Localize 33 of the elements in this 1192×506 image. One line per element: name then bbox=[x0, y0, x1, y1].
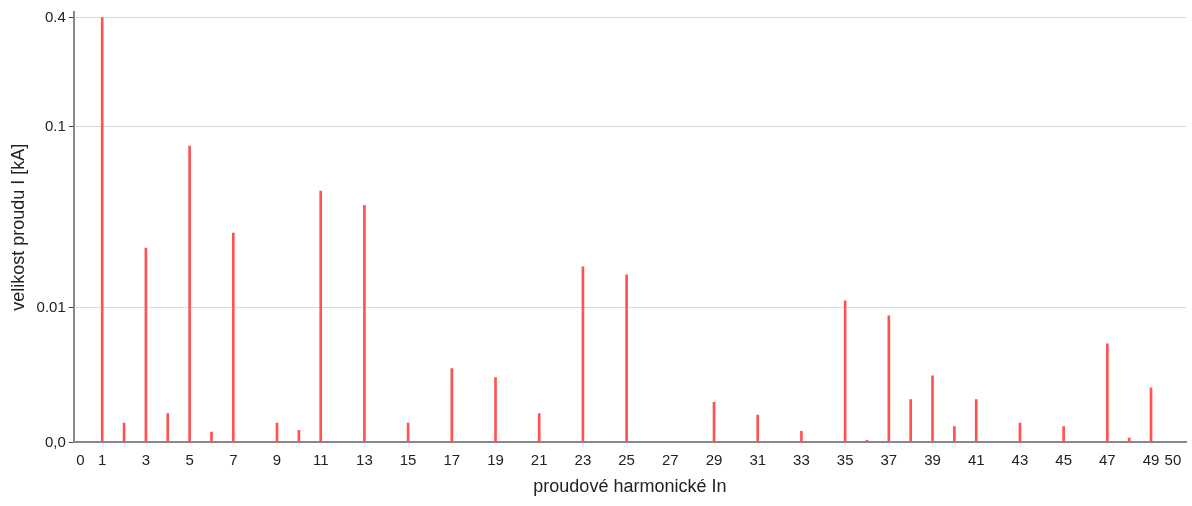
x-tick-label: 35 bbox=[836, 450, 854, 468]
x-tick-label: 0 bbox=[76, 450, 85, 468]
x-tick-label: 49 bbox=[1142, 450, 1160, 468]
x-tick-label: 3 bbox=[141, 450, 151, 468]
x-tick-label: 15 bbox=[399, 450, 417, 468]
x-tick-label: 23 bbox=[574, 450, 592, 468]
x-axis-title: proudové harmonické In bbox=[533, 476, 727, 497]
x-tick-label: 41 bbox=[967, 450, 985, 468]
x-tick-label: 45 bbox=[1055, 450, 1072, 468]
x-tick-label: 39 bbox=[924, 450, 941, 468]
x-tick-label: 43 bbox=[1011, 450, 1029, 468]
x-tick-label: 33 bbox=[793, 450, 810, 468]
y-tick-label: 0.01 bbox=[36, 297, 66, 315]
x-tick-label: 25 bbox=[618, 450, 635, 468]
x-tick-label: 31 bbox=[749, 450, 767, 468]
x-tick-label: 11 bbox=[312, 450, 329, 468]
x-tick-label: 5 bbox=[185, 450, 194, 468]
x-tick-label: 1 bbox=[98, 450, 107, 468]
x-tick-label: 7 bbox=[229, 450, 238, 468]
x-tick-label: 47 bbox=[1098, 450, 1116, 468]
x-tick-label: 37 bbox=[880, 450, 898, 468]
y-axis-title: velikost proudu I [kA] bbox=[7, 143, 28, 311]
x-tick-label: 19 bbox=[487, 450, 504, 468]
x-tick-label: 29 bbox=[705, 450, 723, 468]
x-tick-label: 9 bbox=[272, 450, 282, 468]
x-tick-label: 50 bbox=[1164, 450, 1182, 468]
y-tick-label: 0.4 bbox=[44, 7, 66, 25]
x-tick-label: 21 bbox=[530, 450, 548, 468]
x-tick-label: 17 bbox=[443, 450, 461, 468]
x-tick-label: 13 bbox=[356, 450, 373, 468]
y-tick-label: 0.1 bbox=[44, 116, 66, 134]
y-tick-label: 0,0 bbox=[44, 432, 66, 450]
x-tick-label: 27 bbox=[661, 450, 679, 468]
